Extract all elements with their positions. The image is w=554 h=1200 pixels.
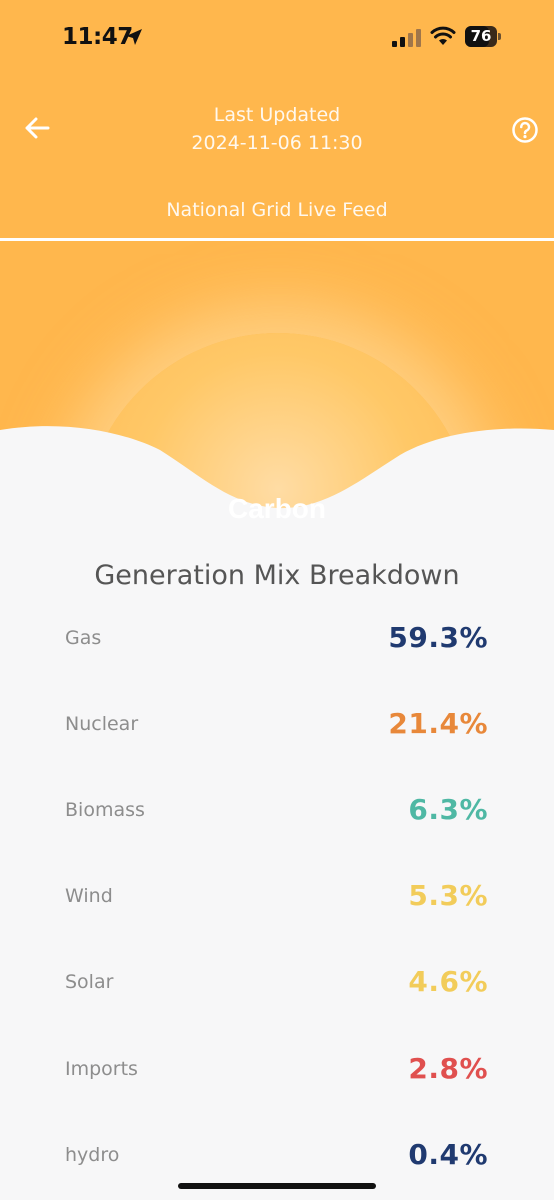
location-arrow-icon	[126, 29, 142, 45]
mix-source-value: 5.3%	[408, 879, 488, 912]
feed-label: National Grid Live Feed	[166, 199, 388, 221]
last-updated-label: Last Updated	[213, 104, 341, 126]
arrow-left-icon[interactable]	[24, 116, 50, 140]
mix-source-value: 0.4%	[408, 1138, 488, 1171]
mix-source-name: Gas	[65, 627, 102, 649]
list-item: Solar 4.6%	[0, 959, 554, 1009]
wifi-icon	[430, 26, 456, 45]
header	[0, 0, 554, 520]
mix-source-name: Biomass	[65, 799, 145, 821]
mix-source-name: Wind	[65, 885, 113, 907]
header-divider	[0, 238, 554, 241]
cellular-signal-icon	[392, 29, 421, 47]
carbon-label: Carbon	[228, 493, 326, 524]
mix-source-value: 6.3%	[408, 793, 488, 826]
list-item: Biomass 6.3%	[0, 787, 554, 837]
status-bar: 11:47 76	[0, 0, 554, 78]
mix-source-name: Imports	[65, 1058, 138, 1080]
mix-source-value: 2.8%	[408, 1052, 488, 1085]
battery-percent: 76	[470, 27, 492, 45]
list-item: hydro 0.4%	[0, 1132, 554, 1182]
list-item: Imports 2.8%	[0, 1046, 554, 1096]
battery-indicator: 76	[465, 26, 501, 47]
mix-source-name: hydro	[65, 1144, 120, 1166]
status-time: 11:47	[62, 24, 133, 50]
list-item: Gas 59.3%	[0, 615, 554, 665]
last-updated-value: 2024-11-06 11:30	[191, 132, 363, 154]
list-item: Wind 5.3%	[0, 873, 554, 923]
mix-source-value: 59.3%	[388, 621, 488, 654]
wave-shape	[0, 426, 554, 520]
mix-source-value: 21.4%	[388, 707, 488, 740]
mix-source-value: 4.6%	[408, 965, 488, 998]
question-circle-icon[interactable]	[511, 116, 539, 144]
list-item: Nuclear 21.4%	[0, 701, 554, 751]
mix-source-name: Solar	[65, 971, 114, 993]
home-indicator[interactable]	[178, 1183, 376, 1189]
mix-source-name: Nuclear	[65, 713, 139, 735]
breakdown-title: Generation Mix Breakdown	[94, 560, 460, 591]
